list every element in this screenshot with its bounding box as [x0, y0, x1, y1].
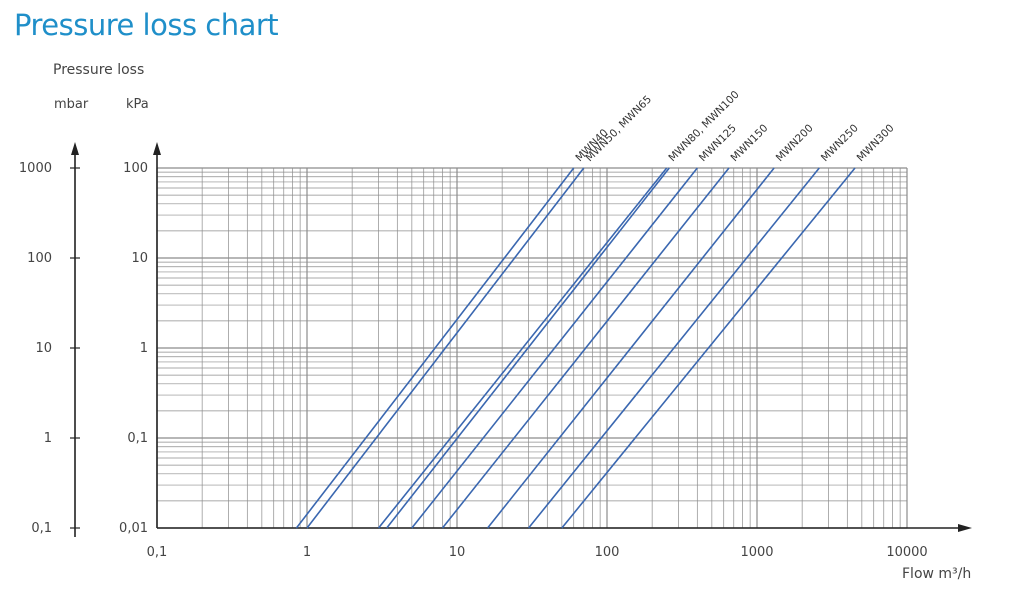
x-tick-label: 0,1 — [147, 545, 168, 560]
series-line — [295, 167, 575, 529]
y-tick-label-kpa: 10 — [131, 251, 148, 266]
series-line — [377, 167, 668, 529]
y-axis-kpa-arrow — [153, 142, 161, 155]
y-tick-label-mbar: 1 — [44, 431, 52, 446]
x-axis-title: Flow — [902, 566, 934, 582]
y-axis-mbar-arrow — [71, 142, 79, 155]
y-tick-label-mbar: 10 — [35, 341, 52, 356]
x-tick-label: 10000 — [886, 545, 927, 560]
series-line — [411, 167, 698, 529]
x-tick-label: 10 — [449, 545, 466, 560]
series-line — [386, 167, 670, 529]
chart-title: Pressure loss chart — [14, 8, 279, 42]
series-label: MWN250 — [819, 122, 861, 164]
series-label: MWN300 — [855, 122, 897, 164]
y-tick-label-mbar: 0,1 — [31, 521, 52, 536]
y-tick-label-mbar: 100 — [27, 251, 52, 266]
y-tick-label-kpa: 0,01 — [119, 521, 148, 536]
x-tick-label: 1 — [303, 545, 311, 560]
series-line — [441, 167, 730, 529]
y-tick-label-kpa: 1 — [140, 341, 148, 356]
y-tick-label-kpa: 0,1 — [127, 431, 148, 446]
y-unit-mbar: mbar — [54, 97, 89, 112]
series-line — [527, 167, 820, 529]
x-axis-unit: m³/h — [938, 566, 972, 582]
y-unit-kpa: kPa — [126, 97, 149, 112]
y-tick-label-mbar: 1000 — [19, 161, 52, 176]
x-tick-label: 100 — [595, 545, 620, 560]
series-line — [306, 167, 585, 529]
series-label: MWN50, MWN65 — [583, 93, 654, 164]
series-line — [486, 167, 775, 529]
y-axis-label: Pressure loss — [53, 62, 145, 78]
y-tick-label-kpa: 100 — [123, 161, 148, 176]
x-tick-label: 1000 — [740, 545, 773, 560]
series-line — [561, 167, 856, 529]
x-axis-arrow — [958, 524, 972, 532]
series-label: MWN200 — [774, 122, 816, 164]
x-axis-label: Flow m³/h — [902, 566, 971, 582]
